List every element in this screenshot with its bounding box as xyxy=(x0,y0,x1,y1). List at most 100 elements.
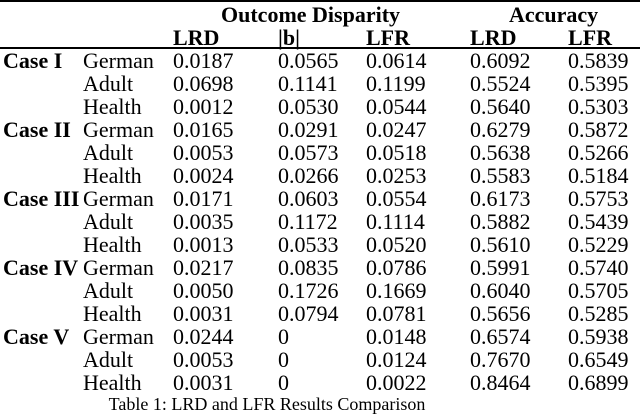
value-cell: 0.0835 xyxy=(278,255,339,280)
dataset-label: German xyxy=(83,48,154,73)
value-cell: 0.6040 xyxy=(470,278,531,303)
case-label: Case I xyxy=(3,48,63,73)
column-header-lrd-disparity: LRD xyxy=(173,25,220,50)
column-header-lrd-accuracy: LRD xyxy=(470,25,517,50)
column-header-b: |b| xyxy=(278,25,300,50)
value-cell: 0.5638 xyxy=(470,140,531,165)
value-cell: 0.7670 xyxy=(470,347,531,372)
value-cell: 0.5938 xyxy=(568,324,629,349)
value-cell: 0.0053 xyxy=(173,140,234,165)
dataset-label: Health xyxy=(83,232,142,257)
dataset-label: German xyxy=(83,324,154,349)
value-cell: 0.5439 xyxy=(568,209,629,234)
table-row: Adult 0.0035 0.1172 0.1114 0.5882 0.5439 xyxy=(0,210,640,233)
dataset-label: Adult xyxy=(83,209,134,234)
value-cell: 0.0031 xyxy=(173,370,234,395)
case-label xyxy=(0,348,80,371)
value-cell: 0.5285 xyxy=(568,301,629,326)
table-row: Health 0.0013 0.0533 0.0520 0.5610 0.5229 xyxy=(0,233,640,256)
value-cell: 0.5184 xyxy=(568,163,629,188)
value-cell: 0.5740 xyxy=(568,255,629,280)
table-row: Health 0.0031 0 0.0022 0.8464 0.6899 xyxy=(0,371,640,394)
value-cell: 0.5303 xyxy=(568,94,629,119)
case-label: Case IV xyxy=(3,255,79,280)
value-cell: 0.1199 xyxy=(366,71,426,96)
value-cell: 0.5229 xyxy=(568,232,629,257)
value-cell: 0.0012 xyxy=(173,94,234,119)
dataset-label: Adult xyxy=(83,347,134,372)
table-row: Adult 0.0053 0 0.0124 0.7670 0.6549 xyxy=(0,348,640,371)
dataset-label: German xyxy=(83,117,154,142)
value-cell: 0.5266 xyxy=(568,140,629,165)
value-cell: 0.0520 xyxy=(366,232,427,257)
value-cell: 0.6574 xyxy=(470,324,531,349)
value-cell: 0.5839 xyxy=(568,48,629,73)
value-cell: 0.0171 xyxy=(173,186,234,211)
case-label xyxy=(0,164,80,187)
value-cell: 0.0253 xyxy=(366,163,427,188)
value-cell: 0 xyxy=(278,347,289,372)
column-header-row: LRD |b| LFR LRD LFR xyxy=(0,25,640,50)
case-label: Case II xyxy=(3,117,71,142)
value-cell: 0.0533 xyxy=(278,232,339,257)
dataset-label: Health xyxy=(83,370,142,395)
table-row: Health 0.0012 0.0530 0.0544 0.5640 0.5303 xyxy=(0,95,640,118)
value-cell: 0.5705 xyxy=(568,278,629,303)
value-cell: 0.0573 xyxy=(278,140,339,165)
header-spacer xyxy=(80,28,170,48)
value-cell: 0.1114 xyxy=(366,209,425,234)
group-header-outcome-disparity: Outcome Disparity xyxy=(221,2,401,27)
value-cell: 0.8464 xyxy=(470,370,531,395)
header-spacer xyxy=(0,28,80,48)
group-header-accuracy: Accuracy xyxy=(508,2,599,27)
header-spacer xyxy=(0,1,170,28)
dataset-label: Health xyxy=(83,94,142,119)
value-cell: 0.5872 xyxy=(568,117,629,142)
value-cell: 0.6279 xyxy=(470,117,531,142)
value-cell: 0 xyxy=(278,324,289,349)
value-cell: 0.5656 xyxy=(470,301,531,326)
case-label xyxy=(0,95,80,118)
value-cell: 0.0781 xyxy=(366,301,427,326)
value-cell: 0.0518 xyxy=(366,140,427,165)
value-cell: 0.0148 xyxy=(366,324,427,349)
value-cell: 0.0614 xyxy=(366,48,427,73)
dataset-label: Adult xyxy=(83,140,134,165)
value-cell: 0.6173 xyxy=(470,186,531,211)
value-cell: 0.0187 xyxy=(173,48,234,73)
value-cell: 0.5524 xyxy=(470,71,531,96)
dataset-label: Health xyxy=(83,301,142,326)
case-label: Case V xyxy=(3,324,70,349)
case-label xyxy=(0,233,80,256)
value-cell: 0.0530 xyxy=(278,94,339,119)
table-row: Adult 0.0053 0.0573 0.0518 0.5638 0.5266 xyxy=(0,141,640,164)
value-cell: 0.0244 xyxy=(173,324,234,349)
value-cell: 0.6549 xyxy=(568,347,629,372)
case-label: Case III xyxy=(3,186,80,211)
value-cell: 0.1726 xyxy=(278,278,339,303)
value-cell: 0.5753 xyxy=(568,186,629,211)
table-row: Case IV German 0.0217 0.0835 0.0786 0.5991 0.5… xyxy=(0,256,640,279)
value-cell: 0.0565 xyxy=(278,48,339,73)
case-label xyxy=(0,141,80,164)
value-cell: 0.6899 xyxy=(568,370,629,395)
table-row: Health 0.0024 0.0266 0.0253 0.5583 0.5184 xyxy=(0,164,640,187)
value-cell: 0.5882 xyxy=(470,209,531,234)
table-row: Case III German 0.0171 0.0603 0.0554 0.6173 0.… xyxy=(0,187,640,210)
case-label xyxy=(0,210,80,233)
value-cell: 0 xyxy=(278,370,289,395)
value-cell: 0.0544 xyxy=(366,94,427,119)
dataset-label: Adult xyxy=(83,71,134,96)
dataset-label: Health xyxy=(83,163,142,188)
value-cell: 0.0053 xyxy=(173,347,234,372)
value-cell: 0.6092 xyxy=(470,48,531,73)
table-row: Health 0.0031 0.0794 0.0781 0.5656 0.5285 xyxy=(0,302,640,325)
dataset-label: Adult xyxy=(83,278,134,303)
value-cell: 0.0217 xyxy=(173,255,234,280)
value-cell: 0.0024 xyxy=(173,163,234,188)
table-row: Case II German 0.0165 0.0291 0.0247 0.6279 0.5… xyxy=(0,118,640,141)
value-cell: 0.0031 xyxy=(173,301,234,326)
value-cell: 0.0786 xyxy=(366,255,427,280)
value-cell: 0.0035 xyxy=(173,209,234,234)
